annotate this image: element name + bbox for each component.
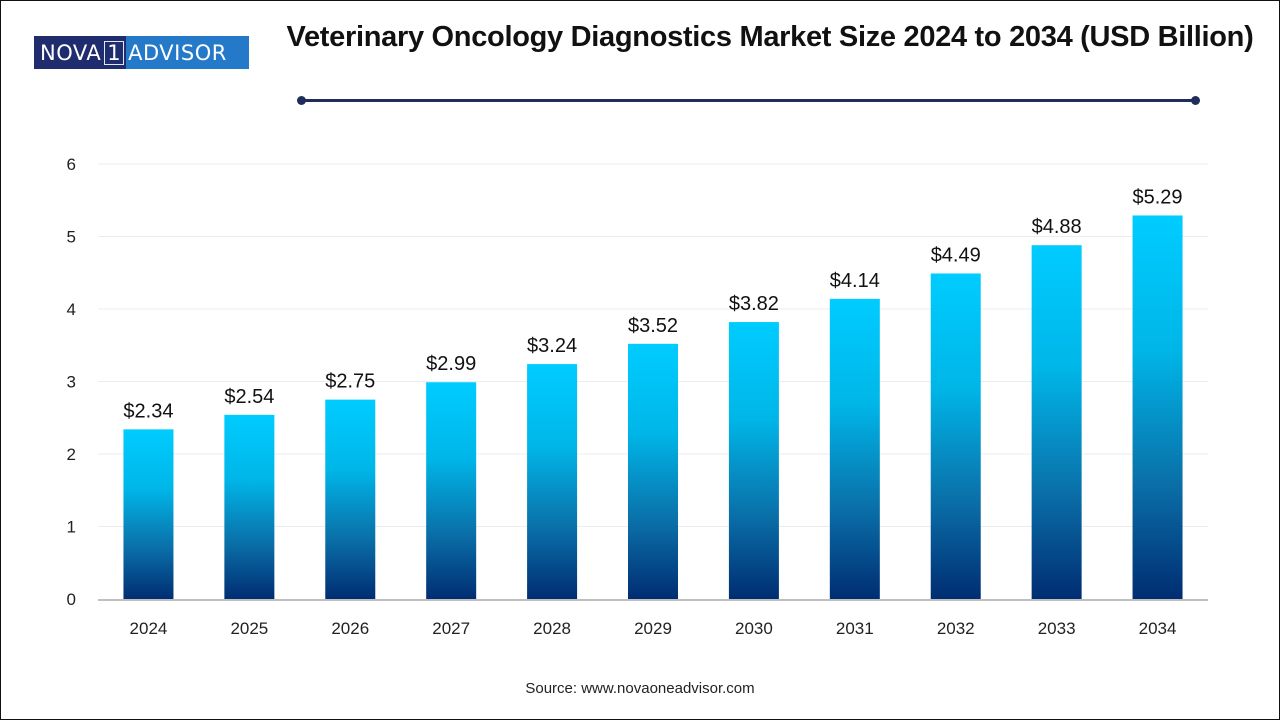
source-note: Source: www.novaoneadvisor.com xyxy=(525,680,755,697)
data-label: $2.75 xyxy=(325,371,375,393)
x-tick-label: 2029 xyxy=(634,619,672,638)
title-underline-right-dot xyxy=(1191,96,1200,105)
y-tick-label: 4 xyxy=(67,300,76,319)
x-tick-label: 2026 xyxy=(331,619,369,638)
title-underline xyxy=(297,96,1200,105)
nova-one-advisor-logo: NOVA 1 ADVISOR xyxy=(34,36,249,69)
data-label: $4.49 xyxy=(931,244,981,266)
y-tick-label: 3 xyxy=(67,373,76,392)
x-tick-label: 2030 xyxy=(735,619,773,638)
bar-2025 xyxy=(224,414,275,599)
title-underline-left-dot xyxy=(297,96,306,105)
bar-2029 xyxy=(628,343,678,599)
data-label: $2.99 xyxy=(426,353,476,375)
y-tick-label: 1 xyxy=(67,518,76,537)
bar-2028 xyxy=(527,364,578,599)
bar-2031 xyxy=(829,298,880,599)
logo-text-advisor: ADVISOR xyxy=(128,40,227,65)
data-label: $4.14 xyxy=(830,270,880,292)
bars xyxy=(123,215,1183,599)
x-tick-label: 2027 xyxy=(432,619,470,638)
x-tick-label: 2024 xyxy=(130,619,168,638)
data-label: $2.54 xyxy=(224,386,274,408)
bar-2024 xyxy=(123,429,174,599)
data-label: $3.82 xyxy=(729,293,779,315)
data-label: $3.52 xyxy=(628,315,678,337)
data-label: $3.24 xyxy=(527,335,577,357)
y-tick-label: 6 xyxy=(67,155,76,174)
x-tick-label: 2034 xyxy=(1139,619,1177,638)
bar-2027 xyxy=(426,382,477,599)
chart-title: Veterinary Oncology Diagnostics Market S… xyxy=(286,21,1254,53)
x-tick-label: 2033 xyxy=(1038,619,1076,638)
bar-2033 xyxy=(1031,245,1082,599)
data-label: $2.34 xyxy=(123,400,173,422)
logo-text-nova: NOVA xyxy=(40,40,102,65)
bar-2034 xyxy=(1132,215,1183,599)
y-axis-ticks: 0 1 2 3 4 5 6 xyxy=(67,155,76,609)
logo-right-block: ADVISOR xyxy=(126,36,249,69)
x-tick-label: 2031 xyxy=(836,619,874,638)
bar-2030 xyxy=(728,322,779,599)
bar-2032 xyxy=(930,273,981,599)
y-tick-label: 2 xyxy=(67,445,76,464)
data-label: $4.88 xyxy=(1032,216,1082,238)
x-tick-label: 2025 xyxy=(230,619,268,638)
data-label: $5.29 xyxy=(1133,186,1183,208)
x-tick-label: 2028 xyxy=(533,619,571,638)
logo-left-block: NOVA 1 xyxy=(34,36,127,69)
logo-text-one: 1 xyxy=(104,40,125,65)
bar-2026 xyxy=(325,399,376,599)
x-axis-ticks: 2024 2025 2026 2027 2028 2029 2030 2031 2032 2033… xyxy=(130,619,1177,638)
data-labels: $2.34 $2.54 $2.75 $2.99 $3.24 $3.52 $3.82 $4.14… xyxy=(123,186,1182,422)
y-tick-label: 0 xyxy=(67,590,76,609)
x-tick-label: 2032 xyxy=(937,619,975,638)
y-tick-label: 5 xyxy=(67,228,76,247)
